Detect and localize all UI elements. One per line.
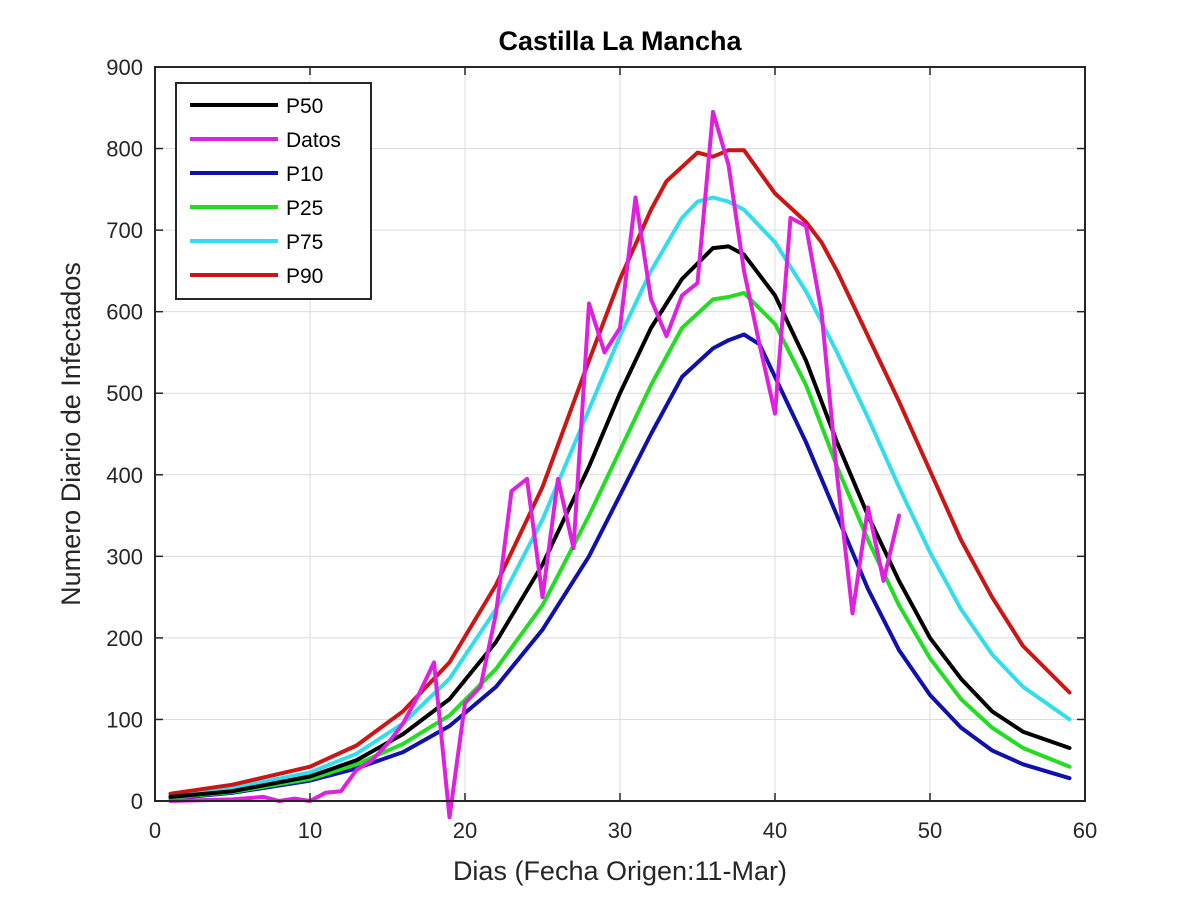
x-axis-label: Dias (Fecha Origen:11-Mar) (453, 856, 787, 886)
legend-label-p90: P90 (286, 265, 323, 288)
series-line-p25 (168, 290, 1072, 800)
series-layer (168, 109, 1072, 820)
legend-label-p25: P25 (286, 197, 323, 220)
y-tick-label: 0 (131, 789, 143, 814)
y-tick-label: 200 (106, 626, 143, 651)
x-tick-label: 10 (298, 818, 322, 843)
y-tick-label: 700 (106, 218, 143, 243)
legend-label-p50: P50 (286, 95, 323, 118)
y-axis-label: Numero Diario de Infectados (56, 262, 86, 606)
y-tick-label: 600 (106, 300, 143, 325)
x-tick-label: 30 (608, 818, 632, 843)
x-tick-label: 40 (763, 818, 787, 843)
y-tick-label: 300 (106, 544, 143, 569)
legend-label-datos: Datos (286, 129, 341, 152)
axis-ticks: 0 10 20 30 40 50 60010020030040050060070080090… (106, 55, 1097, 843)
x-tick-label: 50 (918, 818, 942, 843)
x-tick-label: 60 (1073, 818, 1097, 843)
legend-box (175, 82, 372, 300)
y-tick-label: 900 (106, 55, 143, 80)
x-tick-label: 20 (453, 818, 477, 843)
x-tick-label: 0 (149, 818, 161, 843)
y-tick-label: 400 (106, 463, 143, 488)
series-line-p50 (168, 244, 1072, 799)
legend: P50 Datos P10 P25 P75 P90 (175, 82, 372, 300)
legend-label-p10: P10 (286, 163, 323, 186)
chart-title: Castilla La Mancha (498, 26, 742, 56)
y-tick-label: 100 (106, 707, 143, 732)
series-line-datos (168, 109, 901, 820)
legend-label-p75: P75 (286, 231, 323, 254)
series-line-p10 (168, 332, 1072, 801)
y-tick-label: 500 (106, 381, 143, 406)
y-tick-label: 800 (106, 137, 143, 162)
